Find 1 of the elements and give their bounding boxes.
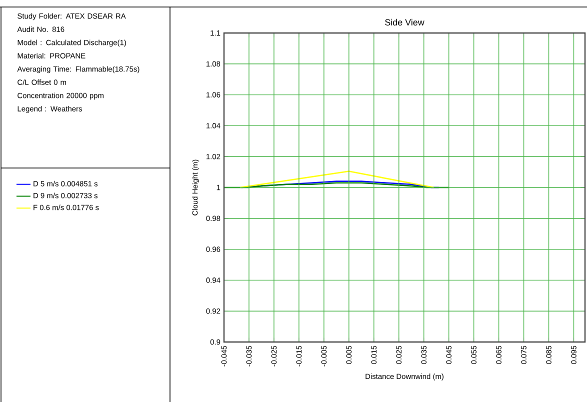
chart-title: Side View bbox=[385, 18, 424, 26]
